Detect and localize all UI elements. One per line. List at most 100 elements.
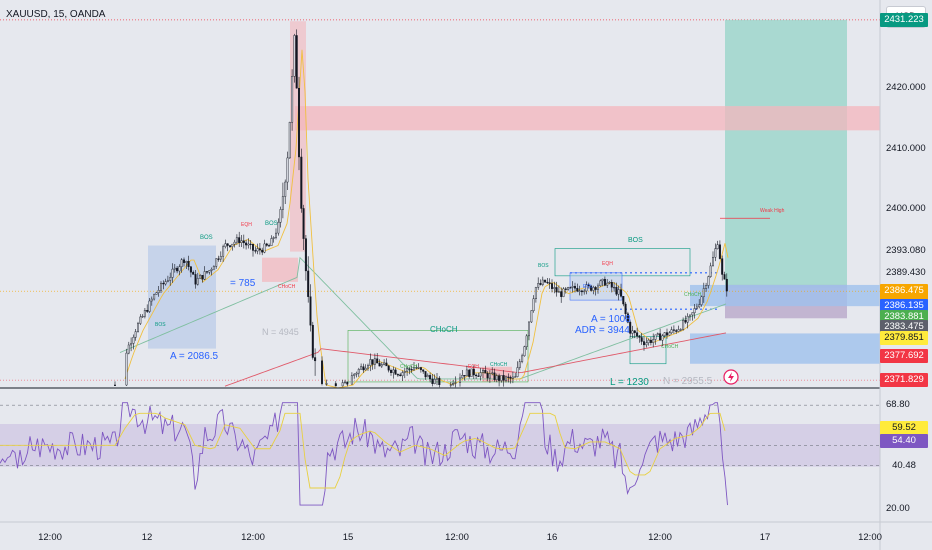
candle — [622, 296, 625, 307]
candle — [189, 265, 192, 278]
candle — [578, 285, 581, 296]
candle — [245, 239, 248, 250]
candle — [210, 267, 213, 276]
candle — [314, 348, 317, 376]
candle — [263, 239, 266, 254]
rsi-pane — [0, 402, 880, 506]
ema-slow — [224, 332, 727, 387]
candle — [712, 251, 715, 267]
candle — [408, 367, 411, 375]
candle — [498, 373, 501, 387]
candle — [300, 148, 303, 213]
candle — [557, 285, 560, 293]
candle — [679, 328, 682, 332]
candle — [530, 310, 533, 323]
chart-annotation: BOS — [155, 322, 166, 329]
candle — [325, 379, 328, 386]
candle — [127, 341, 130, 355]
candle — [254, 246, 257, 254]
candle — [240, 234, 243, 248]
time-axis-label: 12:00 — [648, 532, 672, 543]
candle — [564, 287, 567, 294]
candle — [164, 278, 167, 286]
candle — [698, 299, 701, 309]
candle — [390, 368, 393, 376]
chart-title: XAUUSD, 15, OANDA — [6, 9, 106, 20]
candle — [459, 373, 462, 387]
candle — [436, 373, 439, 386]
candle — [288, 121, 291, 159]
candle — [551, 279, 554, 293]
candle — [682, 317, 685, 331]
chart-annotation: BOS — [628, 236, 643, 244]
candle — [567, 286, 570, 291]
time-axis-label: 17 — [759, 532, 771, 543]
rsi-axis-label: 68.80 — [886, 399, 910, 411]
ema-fast — [124, 49, 729, 389]
candle — [461, 369, 464, 379]
candle — [208, 270, 211, 275]
candle — [670, 326, 673, 335]
price-tag-value: 2383.475 — [884, 321, 924, 333]
candle — [371, 359, 374, 370]
candle — [146, 304, 149, 314]
candle — [284, 179, 287, 205]
candle — [279, 206, 282, 228]
candle — [463, 375, 466, 381]
candle — [141, 314, 144, 318]
candle — [645, 337, 648, 348]
candle — [396, 373, 399, 377]
candle — [721, 255, 724, 281]
candle — [265, 242, 268, 247]
candle — [718, 240, 721, 260]
candle — [583, 289, 586, 295]
candle — [162, 280, 165, 290]
candle — [247, 238, 250, 249]
candle — [620, 283, 623, 298]
candle — [228, 245, 231, 248]
candle — [723, 271, 726, 280]
candle — [652, 333, 655, 348]
price-tag-value: 2377.692 — [884, 349, 924, 361]
demand-zone-right-lower — [690, 333, 880, 364]
candle — [196, 272, 199, 286]
candle — [525, 334, 528, 350]
candle — [523, 345, 526, 357]
candle — [429, 372, 432, 383]
candle — [422, 369, 425, 374]
candle — [707, 275, 710, 289]
candle — [415, 364, 418, 370]
candle — [431, 374, 434, 387]
candle — [649, 337, 652, 346]
candle — [417, 363, 420, 370]
rsi-ma-line — [0, 412, 726, 489]
price-tag-value: 2371.829 — [884, 373, 924, 385]
candle — [495, 373, 498, 383]
candle — [270, 235, 273, 246]
candle — [205, 271, 208, 275]
candle — [424, 371, 427, 380]
candle — [693, 303, 696, 319]
candle — [546, 277, 549, 284]
chart-annotation: CHoCH — [661, 343, 679, 350]
candle — [367, 363, 370, 371]
candle — [251, 243, 254, 257]
candle — [357, 367, 360, 377]
time-axis-label: 12:00 — [241, 532, 265, 543]
candle — [470, 368, 473, 377]
price-tag-value: 2379.851 — [884, 332, 924, 344]
candle — [362, 363, 365, 373]
candle — [576, 283, 579, 293]
candle — [677, 325, 680, 333]
candle — [309, 284, 312, 332]
price-axis-label: 2400.000 — [886, 203, 926, 215]
candle — [493, 368, 496, 382]
chart-annotation: CHoCH — [684, 292, 702, 299]
candle — [321, 356, 324, 386]
candle — [256, 243, 259, 255]
candle — [275, 228, 278, 240]
candle — [580, 289, 583, 296]
candle — [311, 321, 314, 360]
candle — [132, 334, 135, 350]
